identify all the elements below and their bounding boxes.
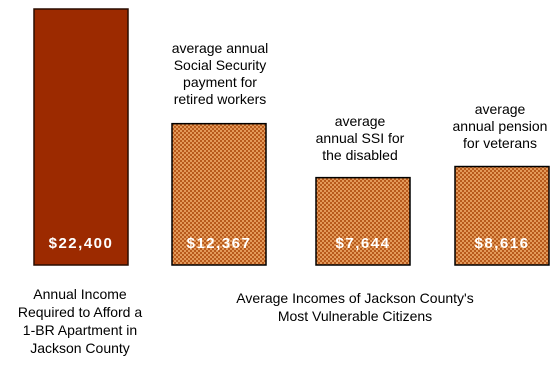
bar-veterans-pension [454,165,550,266]
value-label-veterans-pension: $8,616 [475,235,530,252]
bar-required-income [33,8,129,266]
bars-layer [33,8,550,266]
caption-vulnerable-citizens: Average Incomes of Jackson County's Most … [236,290,474,324]
bar-annotation-ssi: average annual SSI for the disabled [315,113,405,163]
value-label-social-security: $12,367 [187,235,252,252]
bar-annotation-social-security: average annual Social Security payment for… [171,40,269,107]
value-labels-layer: $22,400 $12,367 $7,644 $8,616 [49,235,530,252]
value-label-required-income: $22,400 [49,235,114,252]
caption-required-income: Annual Income Required to Afford a 1-BR Ap… [17,286,143,356]
bar-ssi [315,176,411,266]
bar-social-security [171,122,267,266]
value-label-ssi: $7,644 [336,235,391,252]
bar-annotation-veterans-pension: average annual pension for veterans [452,101,548,151]
